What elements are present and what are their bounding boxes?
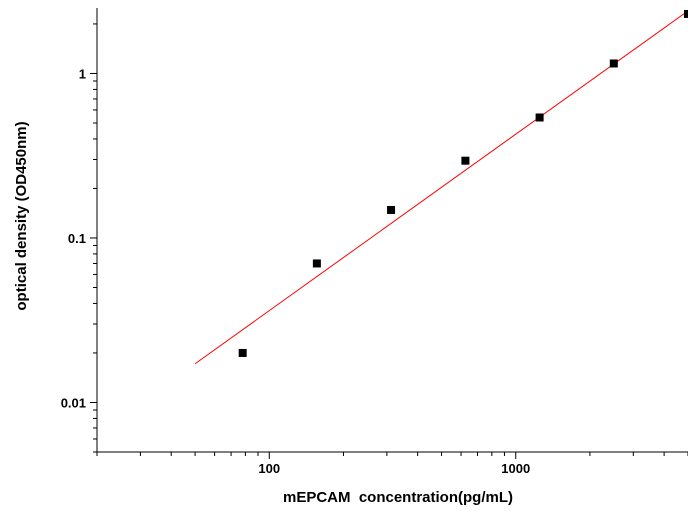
data-point xyxy=(609,59,618,68)
data-point xyxy=(238,348,247,357)
fit-line xyxy=(194,10,688,365)
x-tick-label: 100 xyxy=(258,461,280,476)
x-tick-label: 1000 xyxy=(501,461,530,476)
data-points xyxy=(238,9,688,357)
data-point xyxy=(387,205,396,214)
data-point xyxy=(461,156,470,165)
y-tick-label: 1 xyxy=(79,66,86,81)
fit-lines xyxy=(194,10,688,365)
y-tick-label: 0.1 xyxy=(68,231,86,246)
data-point xyxy=(312,259,321,268)
data-point xyxy=(535,113,544,122)
x-axis-title: mEPCAM concentration(pg/mL) xyxy=(283,489,513,506)
data-point xyxy=(684,9,688,18)
y-axis-title: optical density (OD450nm) xyxy=(13,121,30,310)
ticks: 100 1000 0.01 0.1 1 xyxy=(61,23,688,476)
y-tick-label: 0.01 xyxy=(61,395,86,410)
